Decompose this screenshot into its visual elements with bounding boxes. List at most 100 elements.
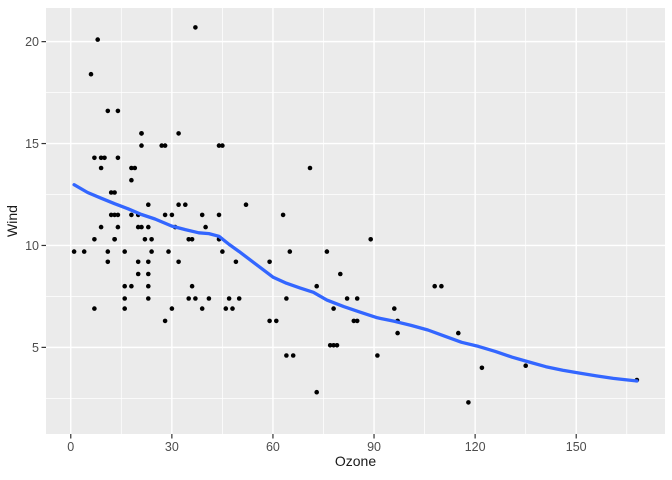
data-point xyxy=(432,283,438,289)
data-point xyxy=(115,224,121,230)
data-point xyxy=(203,224,208,230)
data-point xyxy=(129,165,134,171)
data-point xyxy=(98,224,104,230)
data-point xyxy=(146,296,151,301)
data-point xyxy=(267,259,272,265)
data-point xyxy=(189,283,195,289)
data-point xyxy=(122,283,127,289)
data-point xyxy=(220,249,225,254)
data-point xyxy=(122,296,127,301)
data-point xyxy=(162,143,168,148)
x-axis-title: Ozone xyxy=(335,453,376,469)
x-tick-label: 150 xyxy=(566,440,587,454)
data-point xyxy=(105,259,111,265)
data-point xyxy=(287,249,293,254)
data-point xyxy=(92,237,97,242)
data-point xyxy=(334,343,340,348)
data-point xyxy=(354,318,360,324)
data-point xyxy=(146,259,151,265)
data-point xyxy=(176,131,181,136)
data-point xyxy=(166,249,171,254)
data-point xyxy=(331,343,336,348)
y-axis-title: Wind xyxy=(4,205,20,237)
data-point xyxy=(115,155,121,161)
data-point xyxy=(149,237,154,242)
data-point xyxy=(122,306,127,311)
data-point xyxy=(112,212,117,218)
data-point xyxy=(375,353,380,358)
data-point xyxy=(176,259,181,265)
data-point xyxy=(129,283,134,289)
data-point xyxy=(105,249,111,254)
data-point xyxy=(479,365,485,371)
loess-smooth-line xyxy=(72,183,639,383)
data-point xyxy=(243,202,249,207)
data-point xyxy=(368,237,374,242)
y-tick-label: 10 xyxy=(25,239,39,253)
data-point xyxy=(98,155,104,161)
data-point xyxy=(189,237,195,242)
data-point xyxy=(267,318,272,324)
data-point xyxy=(95,37,100,42)
data-point xyxy=(102,155,107,161)
data-point xyxy=(139,224,144,230)
data-point xyxy=(149,249,154,254)
data-point xyxy=(112,237,117,242)
data-point xyxy=(466,400,471,405)
data-point xyxy=(71,249,77,254)
data-point xyxy=(115,212,121,218)
y-axis-tick-labels: 5 10 15 20 xyxy=(25,35,39,355)
data-point xyxy=(122,249,127,254)
data-point xyxy=(206,296,212,301)
data-point xyxy=(290,353,296,358)
data-point xyxy=(199,212,205,218)
data-point xyxy=(135,271,141,277)
data-point xyxy=(216,212,222,218)
x-tick-label: 30 xyxy=(165,440,179,454)
data-point xyxy=(139,143,144,148)
data-point xyxy=(274,318,279,324)
data-point xyxy=(129,212,134,218)
data-point xyxy=(314,283,320,289)
data-point xyxy=(92,155,97,161)
data-point xyxy=(169,306,175,311)
data-point xyxy=(169,212,175,218)
data-point xyxy=(331,306,336,311)
grid-major-lines xyxy=(46,8,665,434)
data-point xyxy=(105,108,111,114)
data-point xyxy=(129,177,134,183)
data-point xyxy=(183,202,188,207)
data-point xyxy=(88,71,94,77)
data-point xyxy=(142,237,148,242)
data-point xyxy=(146,224,151,230)
data-point xyxy=(108,212,114,218)
data-point xyxy=(139,131,144,136)
data-point xyxy=(314,389,320,395)
x-tick-label: 0 xyxy=(67,440,74,454)
data-point xyxy=(186,296,191,301)
data-point xyxy=(146,283,151,289)
data-point xyxy=(456,330,461,336)
x-tick-label: 90 xyxy=(367,440,381,454)
data-point xyxy=(233,259,239,265)
data-point xyxy=(395,330,400,336)
data-point xyxy=(193,25,198,30)
data-point xyxy=(108,190,114,195)
y-tick-label: 20 xyxy=(25,35,39,49)
x-axis-tick-labels: 0 30 60 90 120 150 xyxy=(67,440,586,454)
data-point xyxy=(162,212,168,218)
data-point xyxy=(81,249,87,254)
data-point xyxy=(186,237,191,242)
data-point xyxy=(439,283,444,289)
data-point xyxy=(338,271,343,277)
data-point xyxy=(193,296,198,301)
data-point xyxy=(280,212,286,218)
data-points-layer xyxy=(71,25,640,405)
plot-panel xyxy=(46,8,665,434)
data-point xyxy=(226,296,232,301)
data-point xyxy=(523,363,528,369)
data-point xyxy=(344,296,350,301)
data-point xyxy=(162,318,168,324)
